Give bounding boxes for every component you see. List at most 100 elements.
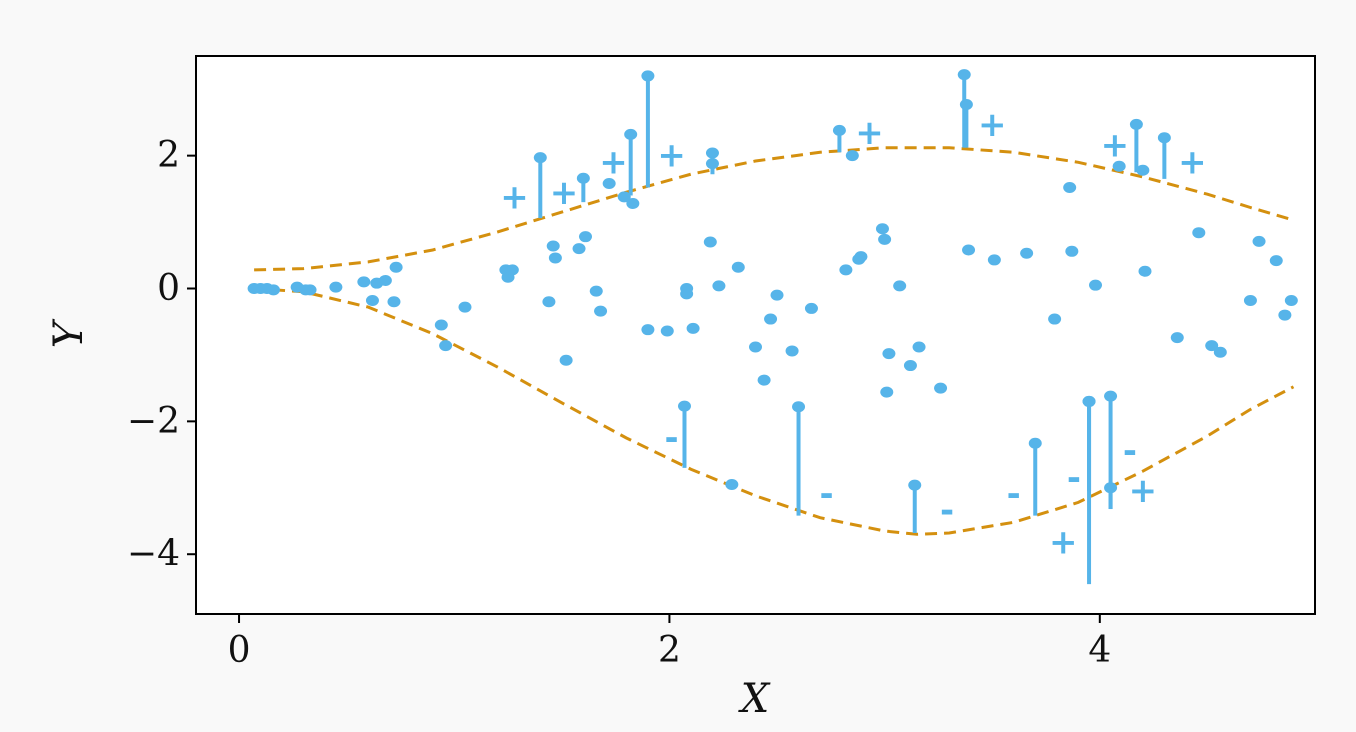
- data-point: [875, 223, 889, 235]
- data-point: [559, 354, 573, 366]
- data-point: [757, 374, 771, 386]
- stem-endpoint: [705, 147, 719, 159]
- data-point: [749, 341, 762, 353]
- data-point: [617, 191, 631, 203]
- data-point: [845, 150, 859, 162]
- lower-bound-line: [254, 287, 1295, 536]
- minus-annotation: -: [1067, 458, 1081, 498]
- data-point: [303, 284, 317, 296]
- x-tick-label: 2: [658, 630, 681, 671]
- data-point: [387, 296, 401, 308]
- stem-endpoint: [1104, 390, 1118, 402]
- data-point: [594, 305, 608, 317]
- data-point: [854, 251, 868, 263]
- data-point: [589, 285, 603, 297]
- data-point: [962, 244, 976, 256]
- y-tick-label: −2: [127, 401, 180, 442]
- data-point: [505, 264, 519, 276]
- y-tick-label: 2: [157, 135, 180, 176]
- data-point: [770, 289, 784, 301]
- data-point: [705, 158, 719, 170]
- stems-layer: [538, 74, 1167, 585]
- data-point: [725, 478, 739, 490]
- minus-annotation: -: [1123, 431, 1137, 471]
- stem-endpoint: [677, 400, 691, 412]
- stem-endpoint: [533, 152, 547, 164]
- data-point: [1136, 164, 1150, 176]
- x-axis-label: X: [738, 676, 771, 722]
- data-point: [602, 178, 616, 190]
- minus-annotation: -: [940, 491, 954, 531]
- data-point: [1269, 255, 1283, 267]
- data-point: [1243, 294, 1257, 306]
- plus-annotation: +: [599, 142, 628, 182]
- upper-bound-line: [254, 146, 1294, 272]
- data-point: [266, 284, 280, 296]
- data-point: [1063, 182, 1077, 194]
- minus-annotation: -: [1007, 474, 1021, 514]
- data-point: [389, 261, 403, 273]
- data-point: [712, 280, 726, 292]
- data-point: [731, 261, 745, 273]
- data-point: [880, 386, 894, 398]
- minus-annotation: -: [665, 419, 679, 459]
- data-point: [542, 296, 556, 308]
- data-point: [434, 319, 448, 331]
- data-point: [893, 280, 907, 292]
- data-point: [378, 275, 392, 287]
- y-tick-label: 0: [157, 268, 180, 309]
- data-point: [934, 382, 948, 394]
- stem-endpoint: [1157, 132, 1171, 144]
- stem-endpoint: [908, 479, 922, 491]
- stem-endpoint: [792, 401, 806, 413]
- data-point: [546, 240, 560, 252]
- data-point: [572, 243, 586, 255]
- plus-annotation: +: [855, 113, 884, 153]
- stem-endpoint: [624, 128, 638, 140]
- data-point: [912, 341, 926, 353]
- data-point: [1170, 332, 1184, 344]
- bounds-layer: [254, 146, 1295, 536]
- y-axis-label: Y: [46, 318, 92, 348]
- data-point: [680, 288, 694, 300]
- plot-area: [195, 55, 1316, 615]
- data-point: [903, 360, 917, 372]
- data-point: [1020, 247, 1034, 259]
- y-tick-label: −4: [127, 534, 180, 575]
- ticks-layer: 0 2 4 −4 −2 0 2: [127, 135, 1111, 671]
- data-point: [1284, 294, 1298, 306]
- stem-endpoint: [1104, 482, 1118, 494]
- plus-annotation: +: [1178, 142, 1207, 182]
- stem-endpoint: [832, 124, 846, 136]
- data-point: [439, 340, 453, 352]
- data-point: [1089, 279, 1103, 291]
- data-point: [1112, 160, 1126, 172]
- stem-endpoint: [576, 172, 590, 184]
- data-point: [365, 294, 379, 306]
- data-point: [764, 313, 778, 325]
- data-point: [1065, 245, 1079, 257]
- data-point: [878, 233, 892, 245]
- x-tick-label: 0: [228, 630, 251, 671]
- data-point: [1048, 313, 1062, 325]
- data-point: [578, 231, 592, 243]
- plus-annotation: +: [978, 105, 1007, 145]
- data-point: [804, 302, 818, 314]
- stem-endpoint: [641, 70, 655, 82]
- stem-endpoint: [1028, 437, 1042, 449]
- data-point: [660, 325, 674, 337]
- data-point: [1205, 340, 1219, 352]
- plus-annotation: +: [1129, 471, 1158, 511]
- data-point: [1213, 346, 1227, 358]
- minus-annotation: -: [819, 474, 833, 514]
- plus-annotation: +: [1101, 126, 1130, 166]
- points-layer: [247, 69, 1298, 494]
- data-point: [458, 301, 472, 313]
- plus-annotation: +: [1049, 522, 1078, 562]
- data-point: [329, 281, 343, 293]
- data-point: [1252, 235, 1266, 247]
- stem-endpoint: [1082, 395, 1096, 407]
- data-point: [1278, 309, 1292, 321]
- stem-endpoint: [1129, 118, 1143, 130]
